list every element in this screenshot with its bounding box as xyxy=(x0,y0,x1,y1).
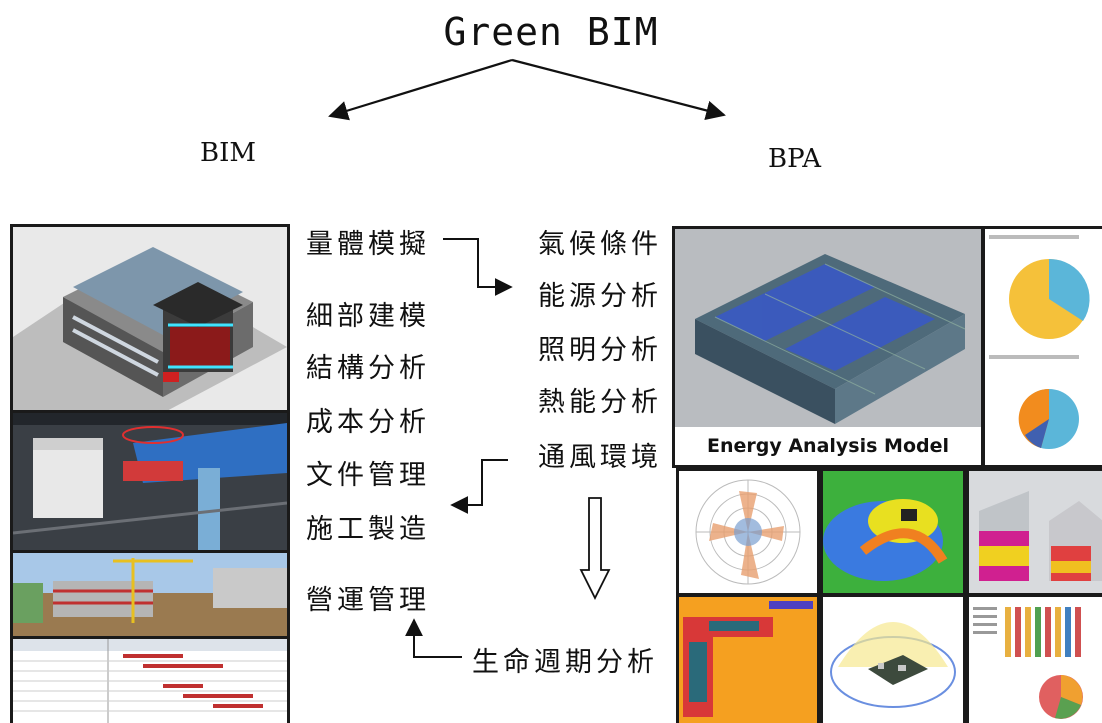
bpa-task-energy: 能源分析 xyxy=(538,281,662,312)
bpa-energy-pie-charts-image xyxy=(982,226,1102,468)
bim-schedule-gantt-image xyxy=(10,636,290,723)
bim-clash-detection-image xyxy=(10,410,290,556)
bpa-wind-rose-image xyxy=(676,468,820,596)
bpa-energy-breakdown-image xyxy=(966,594,1102,723)
branch-bpa-label: BPA xyxy=(768,144,821,174)
bpa-thermal-plan-image xyxy=(676,594,820,723)
bpa-task-climate: 氣候條件 xyxy=(538,229,662,260)
diagram-title: Green BIM xyxy=(443,10,659,54)
lifecycle-analysis: 生命週期分析 xyxy=(472,647,658,678)
bpa-sun-path-image xyxy=(820,594,966,723)
arrow-vent-to-construct xyxy=(450,459,508,514)
bim-task-cost: 成本分析 xyxy=(306,407,430,438)
bim-task-structure: 結構分析 xyxy=(306,353,430,384)
bim-task-mass-model: 量體模擬 xyxy=(306,229,430,260)
bpa-solar-facade-image xyxy=(966,468,1102,596)
branch-bim-label: BIM xyxy=(200,138,256,168)
bpa-task-thermal: 熱能分析 xyxy=(538,387,662,418)
bim-task-construction: 施工製造 xyxy=(306,514,430,545)
eam-label: Energy Analysis Model (EAM) xyxy=(675,427,981,465)
bim-building-model-image xyxy=(10,224,290,416)
bim-task-detail-model: 細部建模 xyxy=(306,301,430,332)
bim-construction-site-image xyxy=(10,550,290,642)
bpa-cfd-flow-image xyxy=(820,468,966,596)
bpa-energy-model-image: Energy Analysis Model (EAM) xyxy=(672,226,984,468)
bpa-task-lighting: 照明分析 xyxy=(538,335,662,366)
arrow-mass-to-energy xyxy=(443,238,513,296)
arrow-lifecycle-to-ops xyxy=(405,618,462,658)
arrow-to-bim xyxy=(328,58,513,121)
bim-task-documents: 文件管理 xyxy=(306,460,430,491)
arrow-to-bpa xyxy=(511,58,726,121)
bpa-task-ventilation: 通風環境 xyxy=(538,442,662,473)
hollow-down-arrow xyxy=(579,497,611,601)
bim-task-operations: 營運管理 xyxy=(306,585,430,616)
